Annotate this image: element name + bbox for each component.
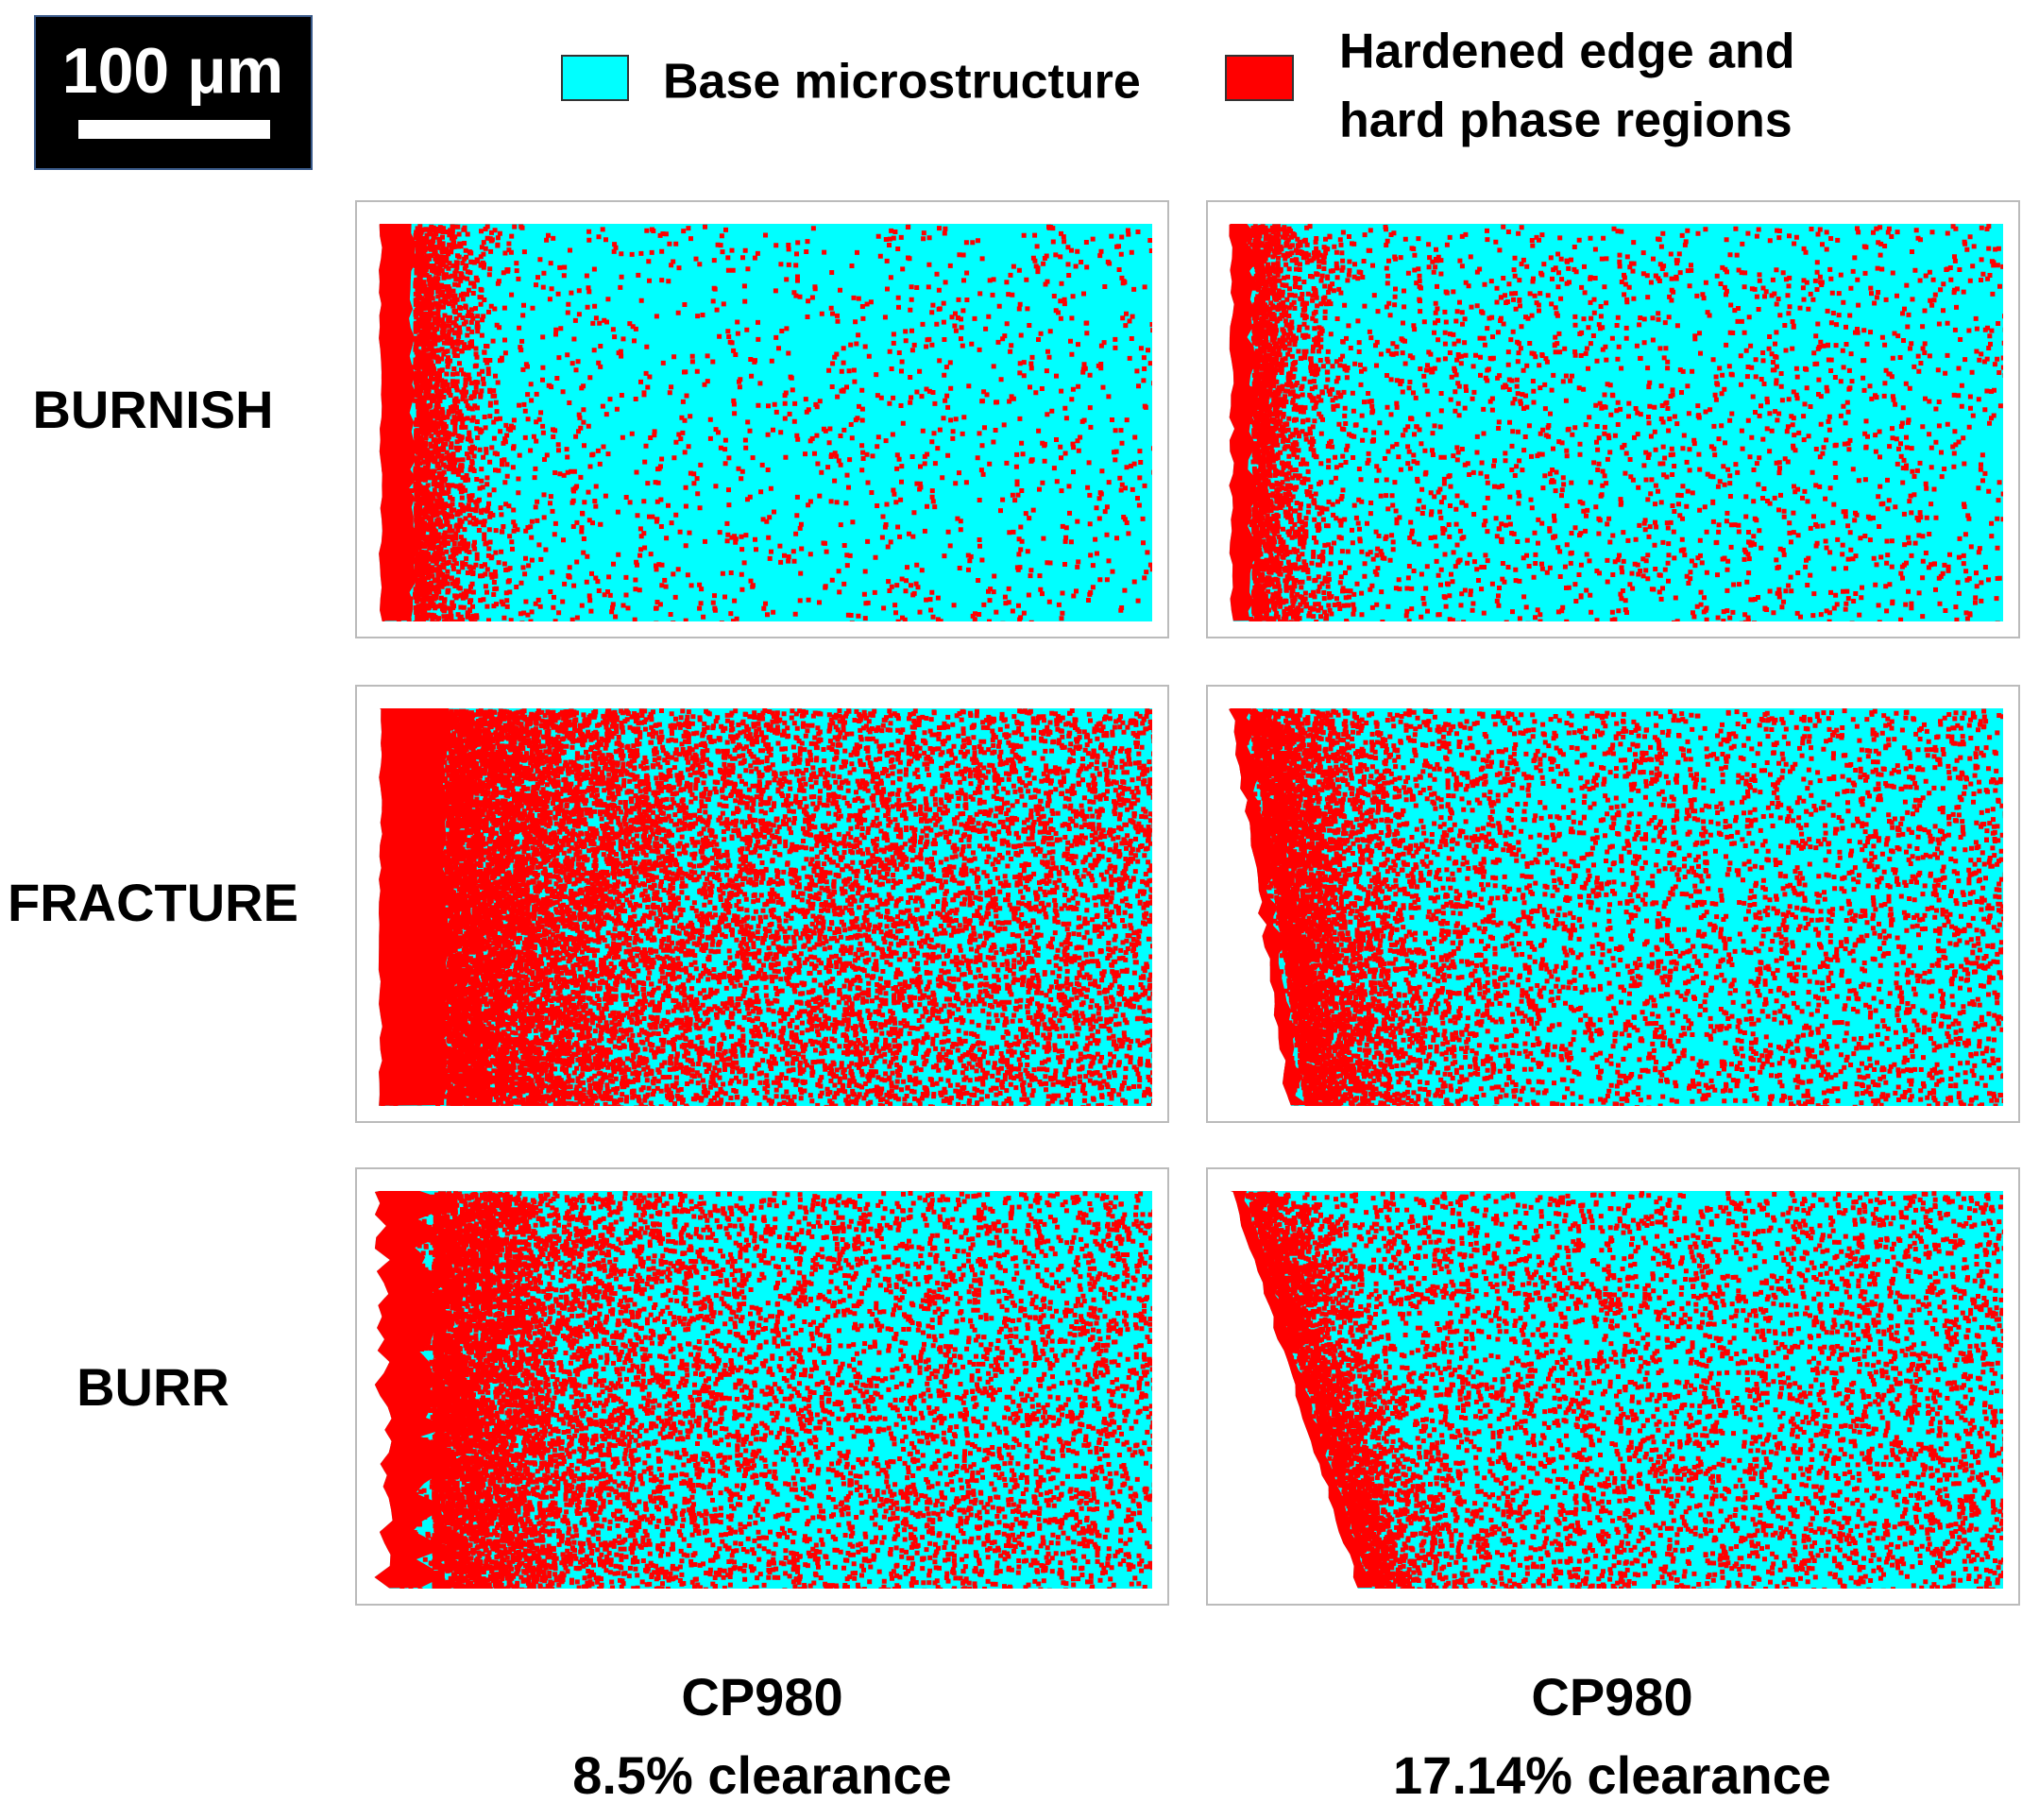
panel	[355, 200, 1169, 638]
column-label: CP980	[681, 1667, 842, 1726]
hard-phase-dots	[1235, 708, 2003, 1106]
panel	[1206, 1167, 2020, 1606]
legend-swatch	[561, 55, 629, 101]
panels	[355, 200, 2020, 1606]
legend-label: Hardened edge and	[1339, 25, 1795, 79]
row-label: BURNISH	[32, 380, 273, 439]
column-label: 17.14% clearance	[1393, 1745, 1831, 1805]
column-label: CP980	[1531, 1667, 1692, 1726]
scale-bar	[78, 120, 270, 139]
legend-swatch	[1225, 55, 1294, 101]
scale-bar-box	[34, 15, 313, 170]
row-label: FRACTURE	[8, 873, 298, 932]
hard-phase-dots	[380, 1191, 1153, 1589]
row-label: BURR	[76, 1357, 229, 1417]
panel	[355, 1167, 1169, 1606]
hard-phase-dots	[1231, 224, 2003, 621]
hard-phase-dots	[380, 708, 1152, 1106]
panel	[1206, 685, 2020, 1123]
hard-phase	[379, 224, 1152, 621]
hard-phase-dots	[1236, 1191, 2003, 1589]
legend-label: hard phase regions	[1339, 94, 1793, 148]
panel	[355, 685, 1169, 1123]
legend-label: Base microstructure	[663, 55, 1141, 110]
column-label: 8.5% clearance	[572, 1745, 952, 1805]
hard-phase-dots	[380, 224, 1152, 621]
hard-phase	[378, 708, 1152, 1106]
panel	[1206, 200, 2020, 638]
scale-bar-label: 100 μm	[62, 35, 283, 107]
